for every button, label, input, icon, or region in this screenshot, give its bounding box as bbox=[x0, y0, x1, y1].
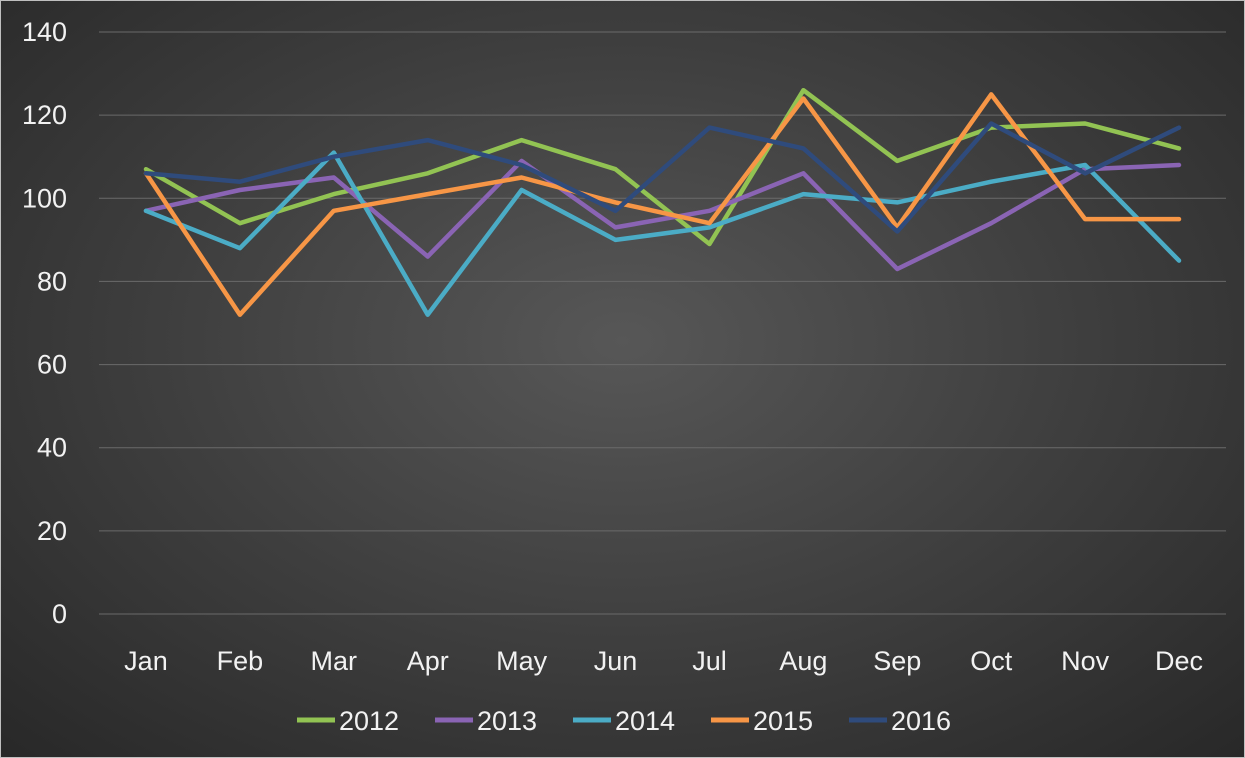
y-tick-label: 20 bbox=[37, 516, 67, 546]
legend-label: 2015 bbox=[753, 706, 813, 736]
series-line-2014 bbox=[143, 150, 1182, 317]
series-line-2015 bbox=[143, 92, 1182, 317]
x-axis: Jan Feb Mar Apr May Jun Jul Aug Sep Oct Nov Dec bbox=[124, 646, 1203, 676]
gridlines bbox=[99, 31, 1226, 615]
y-tick-label: 40 bbox=[37, 433, 67, 463]
legend-item-2014: 2014 bbox=[573, 706, 675, 736]
x-tick-label: Jul bbox=[692, 646, 727, 676]
legend: 2012 2013 2014 2015 2016 bbox=[297, 706, 951, 736]
legend-label: 2016 bbox=[891, 706, 951, 736]
y-tick-label: 60 bbox=[37, 350, 67, 380]
y-tick-label: 100 bbox=[22, 183, 67, 213]
x-tick-label: Sep bbox=[873, 646, 921, 676]
y-tick-label: 120 bbox=[22, 100, 67, 130]
x-tick-label: Aug bbox=[779, 646, 827, 676]
x-tick-label: Nov bbox=[1061, 646, 1110, 676]
x-tick-label: May bbox=[496, 646, 548, 676]
legend-label: 2014 bbox=[615, 706, 675, 736]
legend-item-2016: 2016 bbox=[849, 706, 951, 736]
y-tick-label: 0 bbox=[52, 599, 67, 629]
legend-item-2013: 2013 bbox=[435, 706, 537, 736]
legend-label: 2013 bbox=[477, 706, 537, 736]
x-tick-label: Mar bbox=[311, 646, 358, 676]
y-tick-label: 80 bbox=[37, 266, 67, 296]
legend-item-2012: 2012 bbox=[297, 706, 399, 736]
x-tick-label: Apr bbox=[407, 646, 449, 676]
x-tick-label: Oct bbox=[970, 646, 1013, 676]
legend-label: 2012 bbox=[339, 706, 399, 736]
x-tick-label: Feb bbox=[217, 646, 264, 676]
series-line-2013 bbox=[143, 158, 1182, 272]
x-tick-label: Jan bbox=[124, 646, 168, 676]
x-tick-label: Jun bbox=[594, 646, 638, 676]
y-tick-label: 140 bbox=[22, 17, 67, 47]
x-tick-label: Dec bbox=[1155, 646, 1203, 676]
legend-item-2015: 2015 bbox=[711, 706, 813, 736]
series-line-2012 bbox=[143, 87, 1182, 247]
series-lines bbox=[143, 87, 1182, 317]
series-line-2016 bbox=[143, 121, 1182, 234]
y-axis: 0 20 40 60 80 100 120 140 bbox=[22, 17, 67, 629]
